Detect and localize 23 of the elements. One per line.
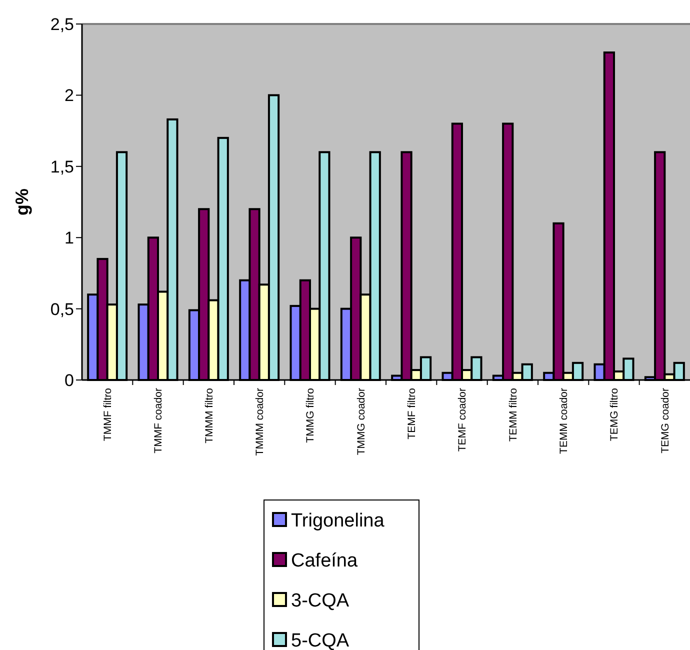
legend-label: 3-CQA bbox=[291, 590, 350, 612]
x-tick-label: TMMM filtro bbox=[203, 388, 216, 444]
y-tick-label: 0 bbox=[64, 370, 74, 390]
y-axis-title: g% bbox=[12, 188, 32, 216]
legend-label: Trigonelina bbox=[291, 510, 385, 532]
legend-label: Cafeína bbox=[291, 550, 358, 572]
x-tick-label: TEMM coador bbox=[558, 388, 570, 454]
y-tick-label: 1,5 bbox=[50, 157, 74, 176]
legend-label: 5-CQA bbox=[291, 630, 350, 650]
y-tick-label: 2,5 bbox=[50, 14, 74, 34]
x-tick-label: TEMF filtro bbox=[406, 388, 418, 440]
x-tick-label: TMMF coador bbox=[152, 387, 165, 454]
x-tick-label: TEMG coador bbox=[659, 388, 672, 454]
y-tick-label: 1 bbox=[64, 228, 74, 248]
x-tick-label: TMMF filtro bbox=[102, 388, 114, 442]
x-tick-label: TEMM filtro bbox=[507, 388, 520, 442]
x-tick-label: TMMG coador bbox=[355, 388, 368, 456]
y-tick-label: 0,5 bbox=[50, 300, 74, 319]
y-tick-label: 2 bbox=[64, 86, 74, 106]
x-tick-label: TMMG filtro bbox=[304, 388, 317, 443]
x-tick-label: TEMG filtro bbox=[608, 388, 621, 442]
x-tick-label: TMMM coador bbox=[254, 388, 266, 456]
x-tick-label: TEMF coador bbox=[456, 388, 469, 452]
